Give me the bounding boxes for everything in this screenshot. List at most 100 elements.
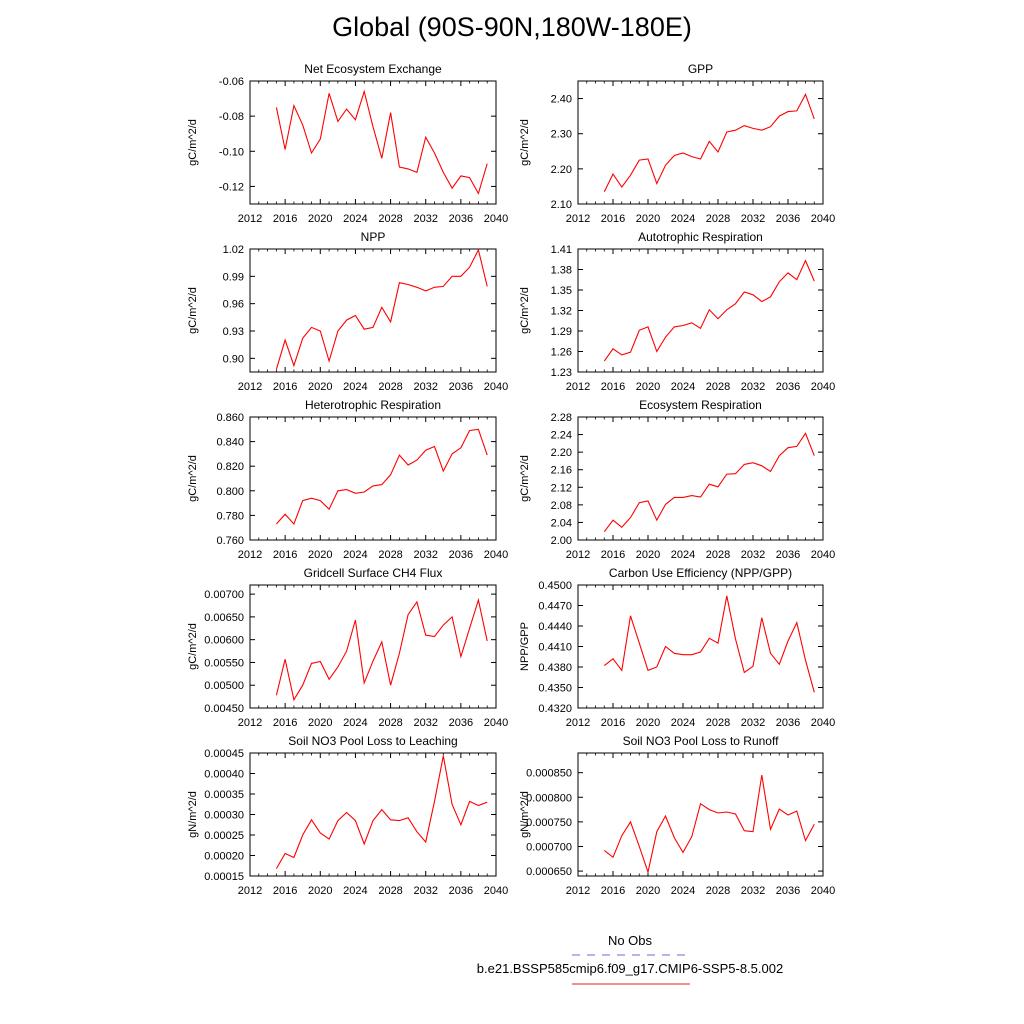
x-tick-label: 2012 bbox=[566, 549, 590, 561]
series-line bbox=[603, 595, 815, 693]
x-tick-label: 2012 bbox=[238, 549, 262, 561]
y-tick-label: 2.12 bbox=[551, 482, 572, 494]
x-tick-label: 2032 bbox=[741, 213, 765, 225]
x-tick-label: 2012 bbox=[566, 885, 590, 897]
panel-7: Gridcell Surface CH4 Flux 2012 2016 2020 202… bbox=[187, 566, 508, 729]
series-line bbox=[603, 93, 815, 192]
x-tick-label: 2016 bbox=[273, 717, 297, 729]
y-tick-label: 0.00700 bbox=[204, 589, 244, 601]
x-tick-label: 2012 bbox=[238, 717, 262, 729]
x-tick-label: 2012 bbox=[238, 213, 262, 225]
y-tick-label: 1.41 bbox=[551, 244, 572, 256]
y-tick-label: 0.00020 bbox=[204, 851, 244, 863]
y-tick-label: 0.000850 bbox=[526, 768, 572, 780]
panel-frame bbox=[249, 248, 497, 373]
x-tick-label: 2024 bbox=[671, 549, 695, 561]
panel-4: Autotrophic Respiration 2012 2016 2020 2024 2… bbox=[519, 230, 835, 393]
y-tick-label: 1.32 bbox=[551, 306, 572, 318]
y-tick-label: 0.00600 bbox=[204, 635, 244, 647]
x-tick-label: 2032 bbox=[741, 549, 765, 561]
y-tick-label: 0.00025 bbox=[204, 830, 244, 842]
panel-frame bbox=[577, 248, 824, 373]
x-tick-label: 2016 bbox=[273, 885, 297, 897]
panel-frame bbox=[577, 752, 824, 877]
x-tick-label: 2016 bbox=[601, 717, 625, 729]
x-tick-label: 2040 bbox=[811, 213, 835, 225]
panel-title: Soil NO3 Pool Loss to Leaching bbox=[288, 734, 457, 748]
x-tick-label: 2028 bbox=[706, 549, 730, 561]
panel-title: Ecosystem Respiration bbox=[639, 398, 762, 412]
panel-10: Soil NO3 Pool Loss to Runoff 2012 2016 2020… bbox=[519, 734, 835, 897]
x-tick-label: 2036 bbox=[449, 213, 473, 225]
legend-obs-label: No Obs bbox=[607, 933, 653, 948]
panel-6: Ecosystem Respiration 2012 2016 2020 2024 202… bbox=[519, 398, 835, 561]
y-axis-label: gC/m^2/d bbox=[187, 623, 199, 670]
x-tick-label: 2016 bbox=[273, 549, 297, 561]
panel-8: Carbon Use Efficiency (NPP/GPP) 2012 2016 2… bbox=[519, 566, 835, 729]
y-tick-label: 0.00040 bbox=[204, 769, 244, 781]
y-tick-label: 0.4410 bbox=[538, 642, 572, 654]
series-line bbox=[275, 428, 488, 526]
x-tick-label: 2024 bbox=[671, 717, 695, 729]
y-tick-label: 0.4350 bbox=[538, 683, 572, 695]
y-tick-label: 1.02 bbox=[223, 244, 244, 256]
x-tick-label: 2012 bbox=[238, 381, 262, 393]
x-tick-label: 2016 bbox=[601, 381, 625, 393]
y-tick-label: 0.4500 bbox=[538, 580, 572, 592]
x-tick-label: 2024 bbox=[343, 549, 367, 561]
series-line bbox=[275, 755, 488, 869]
x-tick-label: 2016 bbox=[601, 885, 625, 897]
y-tick-label: 0.00550 bbox=[204, 657, 244, 669]
y-tick-label: 0.000750 bbox=[526, 817, 572, 829]
x-tick-label: 2016 bbox=[601, 213, 625, 225]
x-tick-label: 2036 bbox=[449, 717, 473, 729]
y-tick-label: -0.10 bbox=[219, 146, 244, 158]
x-tick-label: 2024 bbox=[343, 213, 367, 225]
panel-frame bbox=[249, 752, 497, 877]
x-tick-label: 2028 bbox=[378, 213, 402, 225]
y-tick-label: 2.40 bbox=[551, 94, 572, 106]
panel-2: GPP 2012 2016 2020 2024 2028 2032 2036 2040 2.10 2… bbox=[519, 62, 835, 225]
x-tick-label: 2028 bbox=[706, 885, 730, 897]
x-tick-label: 2028 bbox=[706, 717, 730, 729]
panel-9: Soil NO3 Pool Loss to Leaching 2012 2016 20… bbox=[187, 734, 508, 897]
series-line bbox=[603, 432, 815, 533]
x-tick-label: 2040 bbox=[484, 717, 508, 729]
series-line bbox=[275, 89, 488, 195]
x-tick-label: 2020 bbox=[636, 885, 660, 897]
panel-frame bbox=[577, 80, 824, 205]
y-tick-label: 0.00030 bbox=[204, 810, 244, 822]
y-tick-label: 2.24 bbox=[551, 430, 572, 442]
x-tick-label: 2036 bbox=[776, 885, 800, 897]
y-tick-label: 0.4380 bbox=[538, 662, 572, 674]
x-tick-label: 2032 bbox=[413, 717, 437, 729]
y-axis-label: NPP/GPP bbox=[519, 622, 531, 671]
x-tick-label: 2040 bbox=[811, 381, 835, 393]
x-tick-label: 2020 bbox=[308, 549, 332, 561]
legend-run-label: b.e21.BSSP585cmip6.f09_g17.CMIP6-SSP5-8.… bbox=[476, 961, 784, 976]
panel-frame bbox=[249, 416, 497, 541]
x-tick-label: 2032 bbox=[741, 717, 765, 729]
x-tick-label: 2012 bbox=[238, 885, 262, 897]
y-axis-label: gC/m^2/d bbox=[519, 287, 531, 334]
panel-title: GPP bbox=[688, 62, 713, 76]
x-tick-label: 2040 bbox=[484, 549, 508, 561]
y-tick-label: 1.29 bbox=[551, 326, 572, 338]
x-tick-label: 2040 bbox=[484, 885, 508, 897]
y-tick-label: 1.23 bbox=[551, 367, 572, 379]
panel-title: Autotrophic Respiration bbox=[638, 230, 763, 244]
x-tick-label: 2032 bbox=[741, 381, 765, 393]
y-tick-label: 0.00500 bbox=[204, 680, 244, 692]
x-tick-label: 2036 bbox=[776, 717, 800, 729]
y-axis-label: gC/m^2/d bbox=[187, 119, 199, 166]
x-tick-label: 2028 bbox=[378, 885, 402, 897]
y-axis-label: gC/m^2/d bbox=[519, 119, 531, 166]
y-tick-label: 1.35 bbox=[551, 285, 572, 297]
x-tick-label: 2020 bbox=[308, 381, 332, 393]
x-tick-label: 2016 bbox=[273, 381, 297, 393]
x-tick-label: 2012 bbox=[566, 213, 590, 225]
y-tick-label: 0.96 bbox=[223, 299, 244, 311]
x-tick-label: 2036 bbox=[449, 885, 473, 897]
x-tick-label: 2040 bbox=[811, 717, 835, 729]
x-tick-label: 2024 bbox=[671, 381, 695, 393]
